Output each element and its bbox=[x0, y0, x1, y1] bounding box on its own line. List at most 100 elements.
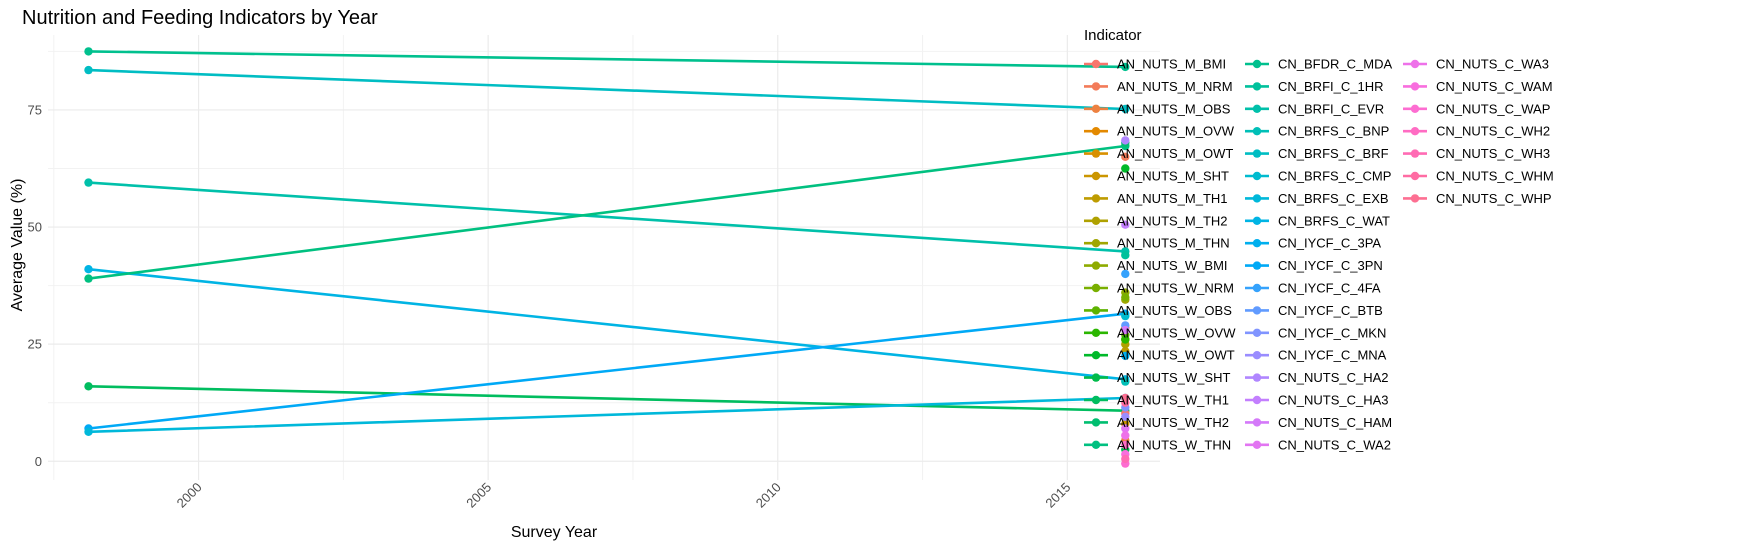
legend-label: CN_NUTS_C_WAP bbox=[1436, 101, 1550, 116]
chart-title: Nutrition and Feeding Indicators by Year bbox=[22, 7, 378, 29]
legend-entry: CN_NUTS_C_WA2 bbox=[1245, 437, 1391, 452]
legend-key-point bbox=[1091, 283, 1101, 293]
data-point bbox=[1121, 152, 1130, 161]
legend-label: CN_NUTS_C_WA2 bbox=[1278, 437, 1391, 452]
legend-entry: CN_NUTS_C_WAM bbox=[1403, 79, 1553, 94]
legend-label: CN_NUTS_C_WHP bbox=[1436, 191, 1552, 206]
legend-label: AN_NUTS_M_TH2 bbox=[1117, 213, 1228, 228]
legend-label: AN_NUTS_W_OWT bbox=[1117, 348, 1235, 363]
legend-key-point bbox=[1091, 261, 1101, 270]
legend-label: AN_NUTS_M_BMI bbox=[1117, 57, 1226, 72]
legend-label: AN_NUTS_W_BMI bbox=[1117, 258, 1228, 273]
legend-key-point bbox=[1252, 418, 1262, 427]
legend-entry: AN_NUTS_W_OBS bbox=[1084, 303, 1232, 318]
legend-entry: CN_BRFI_C_EVR bbox=[1245, 101, 1384, 116]
legend-key-point bbox=[1091, 373, 1101, 382]
legend-entry: CN_NUTS_C_WAP bbox=[1403, 101, 1550, 116]
legend-entry: AN_NUTS_M_TH2 bbox=[1084, 213, 1228, 228]
data-point bbox=[1121, 393, 1130, 403]
series-points bbox=[84, 47, 1130, 468]
legend-label: CN_BRFS_C_WAT bbox=[1278, 213, 1390, 228]
legend-entry: AN_NUTS_W_OVW bbox=[1084, 325, 1236, 340]
legend-label: AN_NUTS_W_THN bbox=[1117, 437, 1231, 452]
legend-key-point bbox=[1410, 171, 1420, 181]
legend-key-point bbox=[1252, 283, 1262, 293]
legend-entry: AN_NUTS_M_OVW bbox=[1084, 124, 1235, 139]
data-point bbox=[84, 427, 93, 436]
legend-key-point bbox=[1091, 239, 1101, 248]
legend-entry: CN_IYCF_C_3PN bbox=[1245, 258, 1383, 273]
data-point bbox=[1121, 251, 1130, 260]
legend-key-point bbox=[1252, 306, 1262, 315]
series-line bbox=[87, 384, 1127, 413]
legend-entry: AN_NUTS_W_TH2 bbox=[1084, 415, 1229, 430]
legend-label: AN_NUTS_M_OVW bbox=[1117, 124, 1235, 139]
legend-key-point bbox=[1252, 149, 1262, 158]
legend-label: CN_IYCF_C_3PA bbox=[1278, 236, 1381, 251]
legend-label: CN_BRFS_C_CMP bbox=[1278, 169, 1391, 184]
legend-entry: AN_NUTS_M_NRM bbox=[1084, 79, 1233, 94]
data-point bbox=[1121, 164, 1130, 173]
legend-label: CN_BRFI_C_1HR bbox=[1278, 79, 1383, 94]
legend-label: CN_IYCF_C_3PN bbox=[1278, 258, 1383, 273]
legend-key-point bbox=[1252, 216, 1262, 225]
legend-key-point bbox=[1091, 171, 1101, 181]
legend-key-point bbox=[1091, 216, 1101, 225]
legend-key-point bbox=[1091, 59, 1101, 69]
data-point bbox=[1121, 440, 1130, 450]
legend-key-point bbox=[1091, 82, 1101, 91]
legend-label: CN_IYCF_C_MNA bbox=[1278, 348, 1387, 363]
data-point bbox=[1121, 62, 1130, 72]
legend-entry: CN_IYCF_C_4FA bbox=[1245, 281, 1381, 296]
legend-key-point bbox=[1410, 127, 1420, 136]
data-point bbox=[1121, 454, 1130, 464]
legend-entry: AN_NUTS_W_TH1 bbox=[1084, 393, 1229, 408]
legend-entry: AN_NUTS_W_BMI bbox=[1084, 258, 1228, 273]
x-tick-label: 2005 bbox=[463, 480, 494, 511]
legend-label: CN_IYCF_C_BTB bbox=[1278, 303, 1383, 318]
legend-entry: AN_NUTS_M_THN bbox=[1084, 236, 1230, 251]
legend-label: AN_NUTS_W_SHT bbox=[1117, 370, 1230, 385]
legend-key-point bbox=[1091, 418, 1101, 427]
legend-entry: CN_IYCF_C_MKN bbox=[1245, 325, 1386, 340]
legend-entry: CN_NUTS_C_WA3 bbox=[1403, 57, 1549, 72]
legend-entry: AN_NUTS_W_NRM bbox=[1084, 281, 1234, 296]
legend-label: AN_NUTS_W_TH2 bbox=[1117, 415, 1229, 430]
series-line bbox=[87, 267, 1127, 381]
series-line bbox=[87, 396, 1127, 434]
data-point bbox=[1121, 220, 1130, 229]
legend-key-point bbox=[1252, 395, 1262, 405]
x-axis-title: Survey Year bbox=[511, 524, 598, 541]
legend-label: AN_NUTS_W_TH1 bbox=[1117, 393, 1229, 408]
legend-key-point bbox=[1252, 127, 1262, 136]
y-tick-label: 75 bbox=[28, 102, 42, 117]
legend-key-point bbox=[1252, 194, 1262, 203]
legend-label: CN_NUTS_C_WA3 bbox=[1436, 57, 1549, 72]
legend-key-point bbox=[1410, 149, 1420, 158]
legend-label: AN_NUTS_W_OBS bbox=[1117, 303, 1232, 318]
legend: Indicator AN_NUTS_M_BMI AN_NUTS_M_NRM AN_N… bbox=[1084, 27, 1554, 452]
legend-label: CN_NUTS_C_WH2 bbox=[1436, 124, 1550, 139]
legend-entry: CN_BFDR_C_MDA bbox=[1245, 57, 1392, 72]
series-lines bbox=[87, 50, 1127, 434]
legend-key-point bbox=[1091, 149, 1101, 158]
legend-label: AN_NUTS_M_TH1 bbox=[1117, 191, 1228, 206]
legend-entry: CN_NUTS_C_HA3 bbox=[1245, 393, 1389, 408]
y-axis-title: Average Value (%) bbox=[9, 179, 26, 312]
data-point bbox=[84, 65, 93, 75]
legend-label: CN_NUTS_C_WHM bbox=[1436, 169, 1554, 184]
legend-entry: CN_NUTS_C_WH3 bbox=[1403, 146, 1550, 161]
data-point bbox=[84, 274, 93, 283]
y-tick-label: 0 bbox=[35, 454, 42, 469]
x-tick-label: 2010 bbox=[753, 480, 784, 511]
legend-key-point bbox=[1410, 59, 1420, 69]
data-point bbox=[1121, 431, 1130, 440]
legend-label: CN_BFDR_C_MDA bbox=[1278, 57, 1392, 72]
legend-label: CN_NUTS_C_HAM bbox=[1278, 415, 1392, 430]
legend-entry: AN_NUTS_W_THN bbox=[1084, 437, 1231, 452]
data-point bbox=[1121, 136, 1130, 145]
legend-label: AN_NUTS_W_NRM bbox=[1117, 281, 1234, 296]
data-point bbox=[84, 47, 93, 56]
